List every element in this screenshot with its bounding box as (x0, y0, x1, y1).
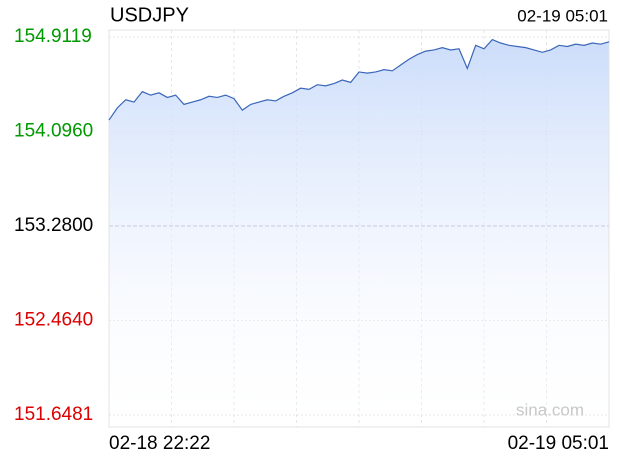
x-tick-label: 02-18 22:22 (109, 433, 210, 454)
line (108, 38, 610, 121)
area (109, 39, 609, 415)
y-tick-label: 154.9119 (14, 26, 92, 47)
chart-title: USDJPY (110, 4, 189, 26)
y-tick-label: 152.4640 (14, 310, 93, 331)
y-tick-label: 153.2800 (14, 215, 93, 236)
x-tick-label: 02-19 05:01 (508, 433, 609, 454)
plot-frame (108, 29, 610, 428)
watermark: sina.com (516, 400, 584, 419)
timestamp: 02-19 05:01 (517, 6, 608, 25)
y-tick-label: 154.0960 (14, 121, 93, 142)
y-tick-label: 151.6481 (14, 404, 93, 425)
